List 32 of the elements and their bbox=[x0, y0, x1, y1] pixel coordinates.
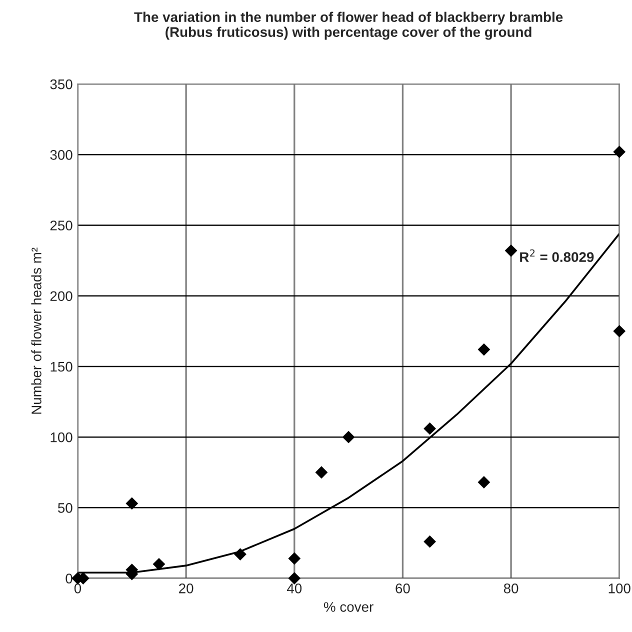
point bbox=[315, 466, 328, 479]
point bbox=[504, 244, 518, 257]
y-axis-title: Number of flower heads m² bbox=[31, 248, 42, 414]
y-tick-label: 250 bbox=[50, 220, 72, 230]
y-tick-label: 0 bbox=[66, 574, 72, 584]
point bbox=[424, 422, 436, 435]
point bbox=[478, 476, 490, 488]
point bbox=[613, 324, 626, 338]
point bbox=[424, 535, 436, 548]
y-tick-label: 50 bbox=[58, 503, 72, 513]
y-tick-label: 350 bbox=[50, 79, 72, 90]
point bbox=[152, 558, 166, 570]
y-tick-label: 100 bbox=[50, 432, 72, 442]
point bbox=[234, 548, 246, 560]
point bbox=[478, 343, 490, 356]
point bbox=[342, 430, 355, 444]
x-tick-label: 0 bbox=[74, 584, 82, 594]
point bbox=[288, 552, 301, 565]
x-tick-label: 100 bbox=[608, 584, 630, 594]
x-tick-label: 80 bbox=[504, 584, 518, 594]
point bbox=[613, 146, 626, 158]
x-tick-label: 60 bbox=[396, 584, 410, 594]
chart-title: The variation in the number of flower head of blackberry bramble (Rubus fruticosus) with percentage cover of the ground bbox=[134, 12, 563, 40]
x-tick-label: 20 bbox=[179, 584, 194, 594]
x-axis-title: % cover bbox=[324, 602, 374, 612]
x-tick-label: 40 bbox=[286, 584, 302, 594]
y-tick-label: 200 bbox=[50, 291, 72, 302]
point bbox=[126, 497, 138, 510]
annotation: R$^{2}$ = 0.8029 bbox=[520, 249, 594, 262]
y-tick-label: 300 bbox=[50, 150, 72, 160]
point bbox=[288, 572, 301, 584]
y-tick-label: 150 bbox=[50, 362, 72, 372]
